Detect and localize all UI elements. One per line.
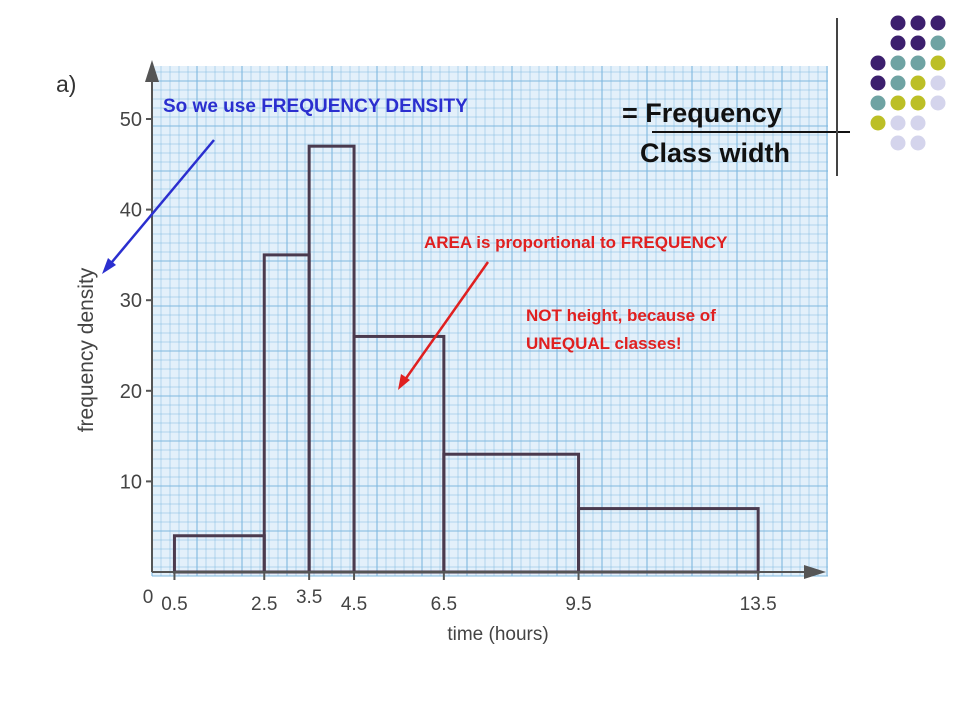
formula-numerator: = Frequency — [622, 98, 782, 128]
y-tick-label: 30 — [120, 290, 142, 312]
x-tick-label: 6.5 — [431, 594, 457, 615]
x-axis-arrowhead — [804, 565, 826, 579]
decorative-dot — [890, 35, 906, 51]
y-tick-label: 50 — [120, 109, 142, 131]
decorative-dot — [870, 75, 886, 91]
red-arrow — [400, 261, 490, 385]
decorative-dot — [930, 95, 946, 111]
decorative-dot — [870, 95, 886, 111]
x-tick-label: 0.5 — [161, 594, 187, 615]
decorative-dot — [910, 135, 926, 151]
decorative-dot — [890, 75, 906, 91]
y-tick-label: 10 — [120, 471, 142, 493]
formula-fraction-bar — [652, 131, 850, 133]
decorative-dot — [930, 75, 946, 91]
x-tick-label: 0 — [143, 587, 154, 608]
decorative-dot — [910, 75, 926, 91]
decorative-dot — [870, 55, 886, 71]
blue-arrow — [106, 139, 215, 269]
decorative-dot — [890, 55, 906, 71]
frequency-density-note: So we use FREQUENCY DENSITY — [163, 96, 468, 117]
y-axis-ticks: 10 20 30 40 50 — [120, 109, 152, 493]
decorative-dot — [910, 15, 926, 31]
decorative-dot — [910, 35, 926, 51]
decorative-dot — [910, 95, 926, 111]
x-tick-label: 4.5 — [341, 594, 367, 615]
area-proportional-note: AREA is proportional to FREQUENCY — [424, 233, 728, 252]
decorative-dot — [890, 15, 906, 31]
x-tick-label: 13.5 — [740, 594, 777, 615]
decorative-dot — [870, 115, 886, 131]
y-axis-label: frequency density — [75, 267, 98, 432]
decorative-dot — [890, 115, 906, 131]
y-tick-label: 20 — [120, 381, 142, 403]
red-arrowhead — [398, 374, 410, 390]
y-axis-arrowhead — [145, 60, 159, 82]
part-label: a) — [56, 71, 76, 97]
unequal-classes-note: NOT height, because of UNEQUAL classes! — [526, 302, 716, 358]
unequal-classes-line-1: NOT height, because of — [526, 306, 716, 325]
x-axis-label: time (hours) — [447, 624, 548, 645]
x-axis-ticks: 0 0.5 2.5 3.5 4.5 6.5 9.5 13.5 — [143, 572, 777, 615]
decorative-dot — [890, 95, 906, 111]
decorative-dot — [930, 15, 946, 31]
x-tick-label: 2.5 — [251, 594, 277, 615]
formula-denominator: Class width — [640, 138, 791, 168]
x-tick-label: 9.5 — [565, 594, 591, 615]
decorative-divider — [836, 18, 838, 176]
blue-arrowhead — [102, 258, 116, 274]
x-tick-label: 3.5 — [296, 587, 322, 608]
decorative-dot — [930, 35, 946, 51]
decorative-dot — [910, 115, 926, 131]
decorative-dot-grid — [870, 15, 946, 151]
decorative-dot — [910, 55, 926, 71]
y-tick-label: 40 — [120, 200, 142, 222]
decorative-dot — [930, 55, 946, 71]
axes — [145, 60, 826, 579]
unequal-classes-line-2: UNEQUAL classes! — [526, 334, 682, 353]
decorative-dot — [890, 135, 906, 151]
